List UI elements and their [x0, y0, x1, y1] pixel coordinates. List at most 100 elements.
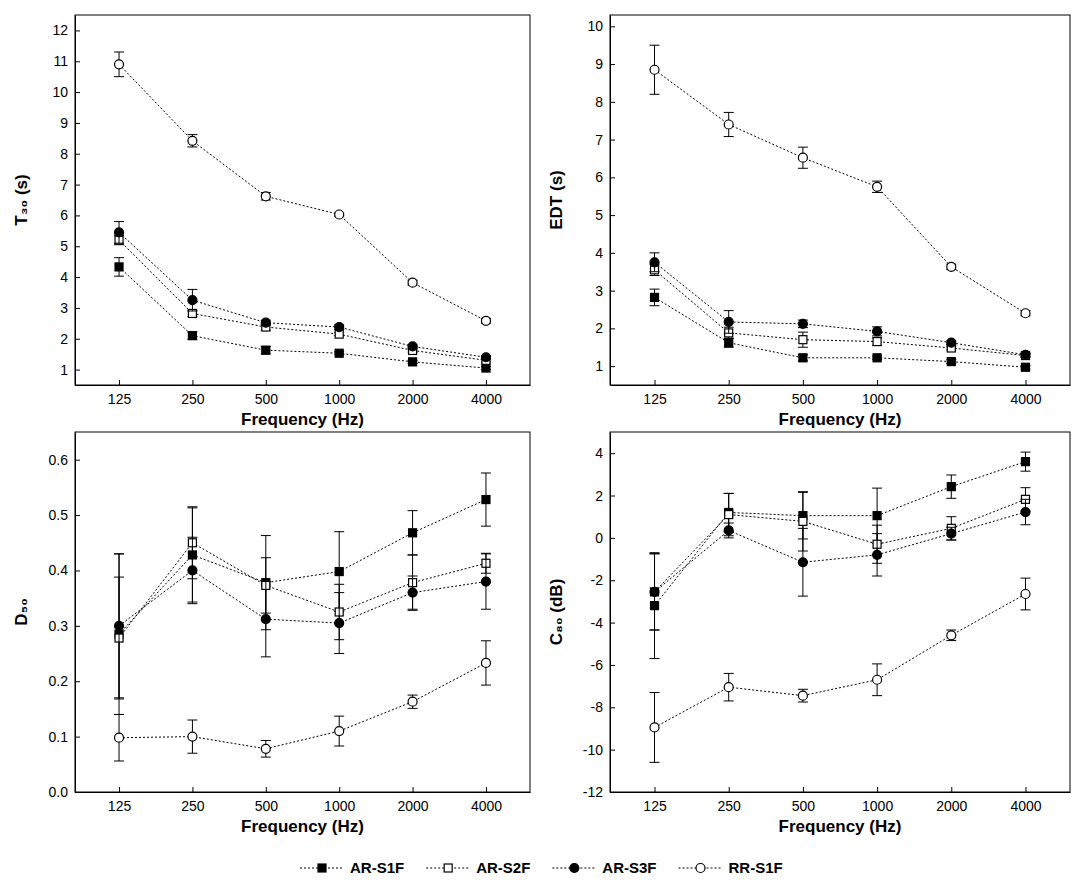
- y-tick: -10: [583, 742, 615, 758]
- y-tick-mark: [610, 328, 615, 329]
- error-cap: [946, 516, 956, 517]
- y-tick: -2: [591, 572, 615, 588]
- error-cap: [872, 663, 882, 664]
- x-tick-label: 500: [255, 798, 279, 814]
- error-cap: [261, 557, 271, 558]
- x-tick: 1000: [862, 787, 893, 814]
- y-tick-mark: [610, 538, 615, 539]
- marker: [408, 697, 417, 706]
- error-bar: [1020, 452, 1030, 471]
- error-cap: [946, 540, 956, 541]
- error-stem: [412, 555, 413, 610]
- error-cap: [724, 333, 734, 334]
- error-bar: [650, 554, 660, 630]
- y-tick-label: 2: [595, 488, 603, 504]
- error-cap: [872, 192, 882, 193]
- plot-area: [114, 52, 491, 372]
- error-cap: [650, 553, 660, 554]
- error-cap: [334, 746, 344, 747]
- x-tick: 4000: [1010, 380, 1041, 407]
- x-tick: 125: [643, 787, 667, 814]
- y-tick: 3: [60, 300, 80, 316]
- y-axis-title: T₃₀ (s): [12, 174, 31, 225]
- y-tick-label: 0.1: [49, 729, 69, 745]
- marker: [947, 529, 956, 538]
- error-bar: [261, 740, 271, 757]
- y-tick-label: 1: [595, 358, 603, 374]
- x-tick-mark: [486, 787, 487, 792]
- x-tick-mark: [1025, 380, 1026, 385]
- y-axis-line: [610, 433, 611, 793]
- error-cap: [114, 553, 124, 554]
- x-tick-label: 500: [792, 391, 816, 407]
- legend-marker: [696, 864, 705, 873]
- x-tick-label: 2000: [398, 391, 429, 407]
- error-cap: [798, 491, 808, 492]
- x-axis-line: [76, 792, 531, 793]
- error-cap: [114, 553, 124, 554]
- y-tick: 1: [60, 362, 80, 378]
- marker: [873, 182, 882, 191]
- error-bar: [724, 493, 734, 535]
- panel: -12-10-8-6-4-2024125250500100020004000Fr…: [547, 432, 1071, 836]
- error-cap: [408, 554, 418, 555]
- x-tick-label: 250: [181, 391, 205, 407]
- error-bar: [261, 346, 271, 353]
- plot-frame: [75, 15, 530, 385]
- y-axis-line: [75, 16, 76, 386]
- y-tick-mark: [75, 737, 80, 738]
- error-bar: [946, 475, 956, 498]
- error-bar: [946, 527, 956, 540]
- x-tick-label: 4000: [1010, 798, 1041, 814]
- y-tick: -4: [591, 615, 615, 631]
- x-axis: 125250500100020004000: [611, 380, 1071, 407]
- error-cap: [481, 526, 491, 527]
- x-tick-label: 1000: [324, 391, 355, 407]
- error-cap: [724, 493, 734, 494]
- legend-label: AR-S1F: [350, 859, 404, 876]
- marker: [724, 683, 733, 692]
- y-tick-label: 5: [60, 238, 68, 254]
- y-tick-mark: [75, 92, 80, 93]
- error-cap: [1020, 487, 1030, 488]
- error-cap: [187, 146, 197, 147]
- marker: [1021, 508, 1030, 517]
- x-axis-line: [611, 792, 1071, 793]
- error-cap: [650, 762, 660, 763]
- y-tick: 8: [60, 146, 80, 162]
- y-tick: 0.3: [49, 618, 80, 634]
- plot-area: [650, 452, 1031, 762]
- error-bar: [872, 534, 882, 576]
- error-cap: [650, 289, 660, 290]
- x-axis-line: [611, 385, 1071, 386]
- x-tick: 1000: [862, 380, 893, 407]
- error-bar: [872, 181, 882, 192]
- x-tick: 125: [108, 787, 132, 814]
- marker: [799, 336, 807, 344]
- y-tick-label: 6: [60, 207, 68, 223]
- y-tick: 0.2: [49, 673, 80, 689]
- series-line: [119, 663, 486, 749]
- error-cap: [481, 609, 491, 610]
- series: [114, 641, 491, 761]
- error-cap: [114, 714, 124, 715]
- y-tick: 8: [595, 94, 615, 110]
- y-tick: 0.4: [49, 562, 80, 578]
- y-tick: 7: [60, 177, 80, 193]
- y-tick-mark: [610, 496, 615, 497]
- marker: [115, 733, 124, 742]
- error-bar: [650, 289, 660, 306]
- y-tick: 10: [52, 84, 80, 100]
- y-axis: 123456789101112: [52, 16, 80, 386]
- y-tick-mark: [610, 253, 615, 254]
- legend-item: RR-S1F: [679, 859, 783, 876]
- marker: [947, 338, 956, 347]
- marker: [650, 65, 659, 74]
- marker: [650, 587, 659, 596]
- error-bar: [872, 327, 882, 336]
- y-tick: 5: [60, 238, 80, 254]
- marker: [1021, 350, 1030, 359]
- y-tick-mark: [75, 339, 80, 340]
- error-bar: [114, 554, 124, 715]
- y-tick-label: 0.0: [49, 784, 69, 800]
